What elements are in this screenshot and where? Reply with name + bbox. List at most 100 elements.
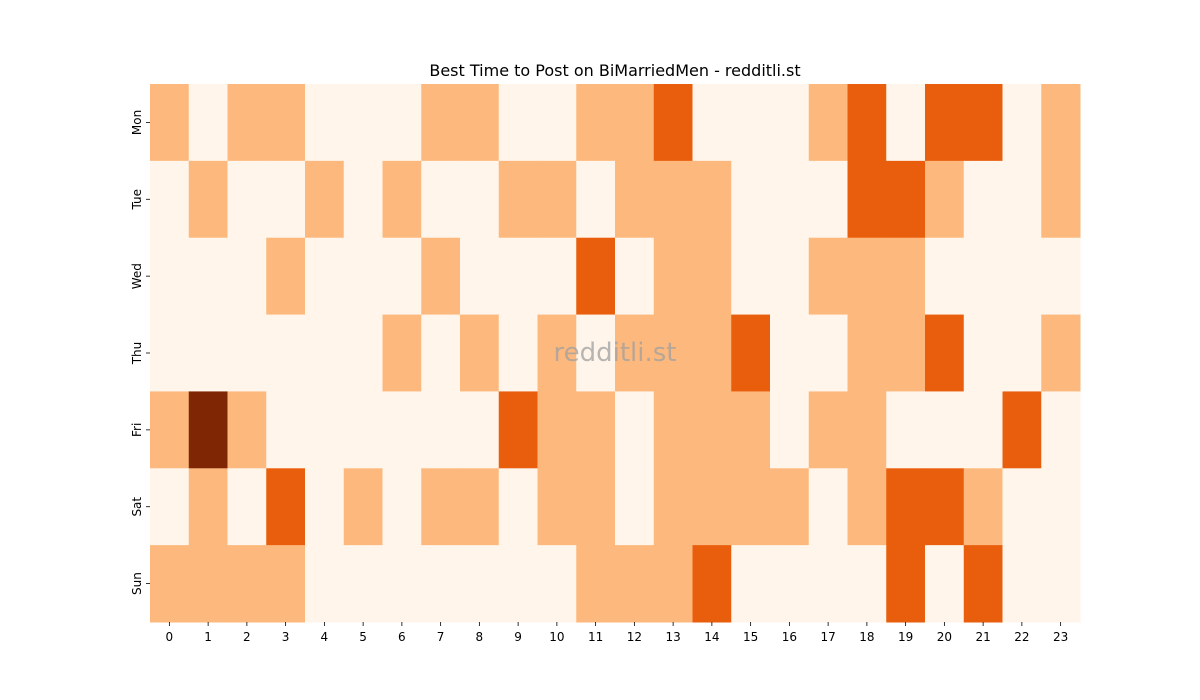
heatmap-cell-sat-3 bbox=[266, 468, 306, 546]
heatmap-cell-wed-2 bbox=[227, 237, 267, 316]
x-tick-label-1: 1 bbox=[204, 630, 212, 644]
heatmap-cell-sun-17 bbox=[808, 545, 848, 623]
heatmap-cell-wed-15 bbox=[731, 237, 771, 316]
y-tick-label-fri: Fri bbox=[130, 423, 144, 437]
heatmap-cell-fri-15 bbox=[731, 391, 771, 469]
x-tick-label-2: 2 bbox=[243, 630, 251, 644]
heatmap-cell-tue-20 bbox=[925, 160, 965, 239]
heatmap-cell-fri-23 bbox=[1041, 391, 1081, 469]
heatmap-cell-thu-3 bbox=[266, 314, 306, 392]
heatmap-cell-sat-5 bbox=[343, 468, 383, 546]
heatmap-cell-fri-19 bbox=[886, 391, 926, 469]
heatmap-cell-sat-13 bbox=[653, 468, 693, 546]
heatmap-cell-thu-22 bbox=[1002, 314, 1042, 392]
heatmap-cell-sun-13 bbox=[653, 545, 693, 623]
heatmap-cell-fri-11 bbox=[576, 391, 616, 469]
x-tick-label-8: 8 bbox=[476, 630, 484, 644]
heatmap-cell-sun-20 bbox=[925, 545, 965, 623]
x-tick-label-0: 0 bbox=[166, 630, 174, 644]
heatmap-cell-thu-15 bbox=[731, 314, 771, 392]
heatmap-cell-sun-15 bbox=[731, 545, 771, 623]
x-tick-label-18: 18 bbox=[859, 630, 874, 644]
heatmap-cell-mon-15 bbox=[731, 84, 771, 162]
heatmap-cell-thu-21 bbox=[963, 314, 1003, 392]
heatmap-cell-wed-7 bbox=[421, 237, 461, 316]
x-tick-label-4: 4 bbox=[321, 630, 329, 644]
heatmap-cell-sat-6 bbox=[382, 468, 422, 546]
heatmap-cell-tue-17 bbox=[808, 160, 848, 239]
x-tick-label-23: 23 bbox=[1053, 630, 1068, 644]
heatmap-cell-wed-1 bbox=[188, 237, 228, 316]
heatmap-cell-fri-3 bbox=[266, 391, 306, 469]
x-tick-label-7: 7 bbox=[437, 630, 445, 644]
heatmap-cell-wed-23 bbox=[1041, 237, 1081, 316]
heatmap-cell-sun-19 bbox=[886, 545, 926, 623]
heatmap-cell-sat-19 bbox=[886, 468, 926, 546]
heatmap-cell-mon-9 bbox=[498, 84, 538, 162]
y-tick-label-sat: Sat bbox=[130, 497, 144, 517]
heatmap-cell-mon-1 bbox=[188, 84, 228, 162]
heatmap-cell-mon-10 bbox=[537, 84, 577, 162]
heatmap-cell-fri-6 bbox=[382, 391, 422, 469]
y-tick-label-sun: Sun bbox=[130, 572, 144, 595]
heatmap-cell-fri-14 bbox=[692, 391, 732, 469]
x-tick-label-13: 13 bbox=[665, 630, 680, 644]
x-tick-label-12: 12 bbox=[627, 630, 642, 644]
heatmap-cell-tue-4 bbox=[305, 160, 345, 239]
heatmap-cell-sun-2 bbox=[227, 545, 267, 623]
heatmap-cell-fri-21 bbox=[963, 391, 1003, 469]
heatmap-cell-thu-2 bbox=[227, 314, 267, 392]
heatmap-cell-mon-5 bbox=[343, 84, 383, 162]
heatmap-cell-wed-14 bbox=[692, 237, 732, 316]
heatmap-cell-sat-8 bbox=[460, 468, 500, 546]
heatmap-cell-thu-13 bbox=[653, 314, 693, 392]
heatmap-cell-fri-18 bbox=[847, 391, 887, 469]
heatmap-cell-tue-10 bbox=[537, 160, 577, 239]
heatmap-cell-sun-3 bbox=[266, 545, 306, 623]
heatmap-cell-fri-16 bbox=[770, 391, 810, 469]
heatmap-cell-tue-9 bbox=[498, 160, 538, 239]
heatmap-cell-thu-1 bbox=[188, 314, 228, 392]
heatmap-cell-mon-16 bbox=[770, 84, 810, 162]
heatmap-cell-sat-16 bbox=[770, 468, 810, 546]
heatmap-cell-tue-13 bbox=[653, 160, 693, 239]
x-tick-label-9: 9 bbox=[514, 630, 522, 644]
heatmap-cell-fri-1 bbox=[188, 391, 228, 469]
heatmap-cell-fri-10 bbox=[537, 391, 577, 469]
y-tick-label-wed: Wed bbox=[130, 263, 144, 289]
heatmap-cell-tue-8 bbox=[460, 160, 500, 239]
heatmap-cell-wed-3 bbox=[266, 237, 306, 316]
heatmap-cell-mon-11 bbox=[576, 84, 616, 162]
heatmap-cell-tue-15 bbox=[731, 160, 771, 239]
heatmap-cell-sat-9 bbox=[498, 468, 538, 546]
heatmap-cell-mon-22 bbox=[1002, 84, 1042, 162]
heatmap-cell-thu-17 bbox=[808, 314, 848, 392]
heatmap-cell-tue-16 bbox=[770, 160, 810, 239]
heatmap-cell-sat-23 bbox=[1041, 468, 1081, 546]
heatmap-cell-fri-17 bbox=[808, 391, 848, 469]
x-tick-label-6: 6 bbox=[398, 630, 406, 644]
heatmap-cell-thu-0 bbox=[150, 314, 190, 392]
heatmap-cell-tue-14 bbox=[692, 160, 732, 239]
heatmap-cell-fri-9 bbox=[498, 391, 538, 469]
heatmap-cell-sun-7 bbox=[421, 545, 461, 623]
heatmap-cell-thu-12 bbox=[615, 314, 655, 392]
x-tick-label-22: 22 bbox=[1014, 630, 1029, 644]
x-tick-label-20: 20 bbox=[937, 630, 952, 644]
x-tick-label-17: 17 bbox=[820, 630, 835, 644]
heatmap-cell-sun-1 bbox=[188, 545, 228, 623]
heatmap-cell-sat-1 bbox=[188, 468, 228, 546]
x-tick-label-21: 21 bbox=[975, 630, 990, 644]
x-tick-label-3: 3 bbox=[282, 630, 290, 644]
heatmap-cell-sat-12 bbox=[615, 468, 655, 546]
heatmap-cell-wed-4 bbox=[305, 237, 345, 316]
y-axis: Mon Tue Wed Thu Fri Sat Sun bbox=[130, 110, 150, 595]
heatmap-cell-sat-7 bbox=[421, 468, 461, 546]
heatmap-cell-tue-22 bbox=[1002, 160, 1042, 239]
heatmap-cell-wed-12 bbox=[615, 237, 655, 316]
heatmap-cell-thu-5 bbox=[343, 314, 383, 392]
y-tick-label-mon: Mon bbox=[130, 110, 144, 135]
heatmap-cell-wed-13 bbox=[653, 237, 693, 316]
heatmap-cell-tue-7 bbox=[421, 160, 461, 239]
